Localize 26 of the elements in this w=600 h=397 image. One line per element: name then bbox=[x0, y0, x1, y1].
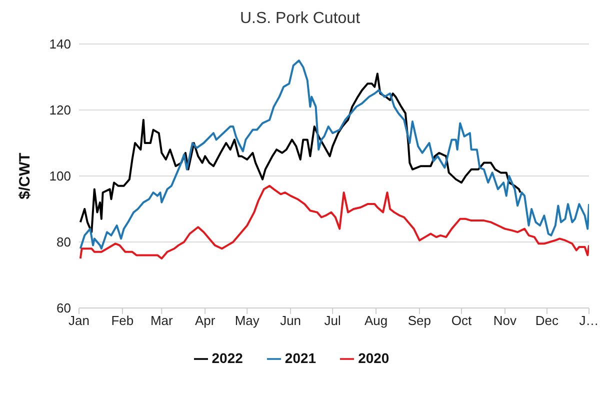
x-tick-label: Oct bbox=[451, 313, 472, 328]
x-tick-label: Apr bbox=[194, 313, 216, 328]
line-series bbox=[79, 60, 589, 250]
x-tick-label: Jul bbox=[324, 313, 342, 328]
chart-title: U.S. Pork Cutout bbox=[238, 9, 362, 29]
legend-label: 2022 bbox=[212, 350, 243, 366]
x-tick-label: Aug bbox=[364, 313, 388, 328]
x-tick-label: Feb bbox=[111, 313, 134, 328]
y-tick-label: 140 bbox=[49, 36, 71, 52]
x-tick-label: Jun bbox=[280, 313, 302, 328]
y-tick-label: 60 bbox=[56, 300, 71, 316]
legend-label: 2020 bbox=[358, 350, 390, 366]
x-tick-label: Sep bbox=[408, 313, 432, 328]
x-tick-label: Jan bbox=[68, 313, 90, 328]
x-tick-label: J… bbox=[579, 313, 599, 328]
y-tick-label: 120 bbox=[49, 102, 71, 118]
x-tick-label: Mar bbox=[150, 313, 174, 328]
legend-label: 2021 bbox=[284, 350, 316, 366]
y-tick-label: 80 bbox=[56, 234, 71, 250]
line-series bbox=[79, 184, 589, 260]
x-tick-label: Nov bbox=[493, 313, 517, 328]
line-series bbox=[79, 72, 522, 234]
y-tick-label: 100 bbox=[49, 168, 71, 184]
x-tick-label: May bbox=[234, 313, 260, 328]
y-axis-title: $/CWT bbox=[16, 152, 34, 200]
x-tick-label: Dec bbox=[535, 313, 560, 328]
